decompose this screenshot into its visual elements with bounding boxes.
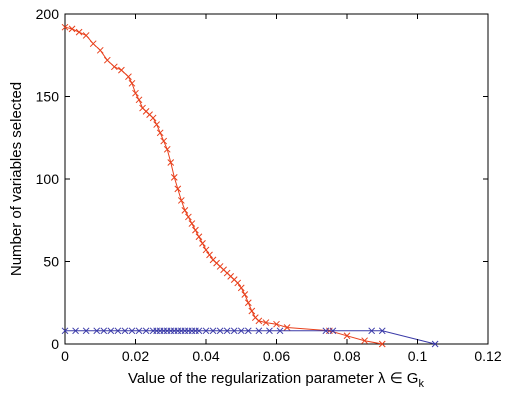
data-point [132,89,139,97]
data-point [121,327,129,335]
data-point [68,25,76,33]
data-point [107,327,115,335]
data-point [185,213,192,221]
data-point [181,206,189,214]
data-point [142,327,150,335]
x-tick-label: 0.08 [333,348,360,364]
data-point [266,327,273,335]
data-point [89,40,97,48]
data-point [96,46,104,54]
data-point [361,337,368,345]
data-point [195,327,203,335]
data-point [262,319,270,326]
data-point [177,197,185,204]
y-tick-label: 200 [36,6,60,22]
data-point [343,332,351,340]
x-tick-label: 0 [61,348,69,364]
y-tick-label: 0 [51,336,59,352]
data-point [135,327,143,335]
data-point [174,185,182,193]
data-point [368,327,376,335]
data-point [188,220,196,227]
data-point [209,327,217,335]
data-point [110,63,118,71]
data-point [202,246,210,254]
data-point [202,327,210,335]
data-point [237,327,245,335]
data-point [237,284,245,292]
data-point [128,79,136,87]
y-tick-label: 100 [36,171,60,187]
data-point [149,114,157,122]
x-tick-label: 0.02 [122,348,149,364]
data-point [255,327,263,335]
data-point [93,327,101,335]
data-point [431,340,439,348]
data-point [118,66,125,74]
data-point [199,239,206,247]
data-point [160,137,168,145]
data-point [75,28,83,36]
data-point [114,327,122,335]
data-point [244,299,252,307]
data-point [100,327,108,335]
data-point [230,327,238,335]
data-point [125,73,132,81]
plot-area [64,13,489,345]
data-point [283,324,291,331]
data-point [322,327,330,335]
x-axis-label: Value of the regularization parameter λ … [128,370,424,390]
data-point [329,327,337,335]
data-point [234,279,242,287]
x-tick-label: 0.06 [263,348,290,364]
data-point [223,327,231,335]
data-point [192,226,199,234]
data-point [82,32,90,39]
data-point [156,129,164,137]
data-point [61,327,69,335]
y-axis-label: Number of variables selected [8,82,25,276]
data-point [153,121,161,128]
axes-layer: 0 0.02 0.04 0.06 0.08 0.1 0.12 0 50 100 150 200 [36,6,502,364]
data-point [167,159,175,166]
y-tick-label: 50 [43,254,59,270]
data-point [241,291,249,298]
data-point [72,327,79,335]
data-point [163,145,171,153]
data-point [244,327,252,335]
data-point [170,173,178,181]
data-point [195,233,203,241]
series-line-2 [65,330,436,345]
data-point [135,96,143,104]
data-point [378,340,386,348]
x-tick-label: 0.12 [474,348,501,364]
data-point [273,320,280,328]
x-tick-label: 0.04 [192,348,219,364]
data-point [61,23,69,31]
y-tick-label: 150 [36,89,60,105]
data-point [248,307,256,315]
x-tick-label: 0.1 [408,348,428,364]
series-layer [61,23,439,348]
data-point [276,327,284,335]
data-point [128,327,136,335]
data-point [103,56,111,64]
data-point [216,327,224,335]
data-point [378,327,386,335]
data-point [206,251,213,259]
data-point [82,327,90,335]
data-point [255,317,263,325]
